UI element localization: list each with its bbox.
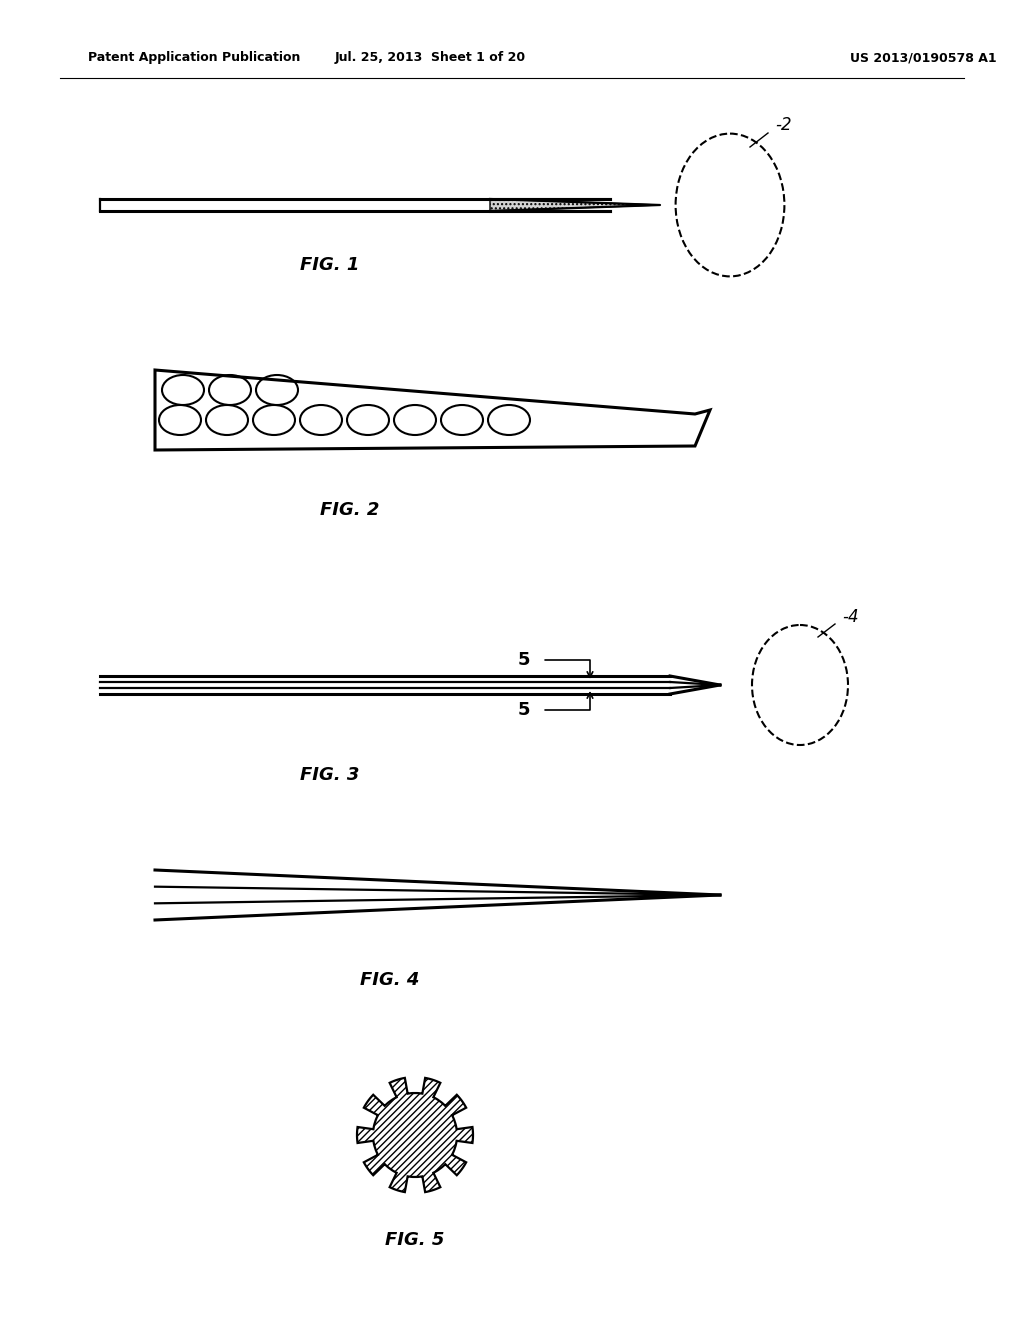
Text: FIG. 2: FIG. 2: [321, 502, 380, 519]
Text: 5: 5: [517, 651, 530, 669]
Polygon shape: [490, 199, 660, 211]
Polygon shape: [100, 199, 610, 211]
Text: FIG. 5: FIG. 5: [385, 1232, 444, 1249]
Text: -2: -2: [775, 116, 792, 135]
Polygon shape: [357, 1078, 473, 1192]
Text: 5: 5: [517, 701, 530, 719]
Text: FIG. 4: FIG. 4: [360, 972, 420, 989]
Text: Jul. 25, 2013  Sheet 1 of 20: Jul. 25, 2013 Sheet 1 of 20: [335, 51, 525, 65]
Text: FIG. 1: FIG. 1: [300, 256, 359, 275]
Text: FIG. 3: FIG. 3: [300, 766, 359, 784]
Text: Patent Application Publication: Patent Application Publication: [88, 51, 300, 65]
Text: US 2013/0190578 A1: US 2013/0190578 A1: [850, 51, 996, 65]
Polygon shape: [155, 370, 710, 450]
Text: -4: -4: [842, 609, 859, 626]
